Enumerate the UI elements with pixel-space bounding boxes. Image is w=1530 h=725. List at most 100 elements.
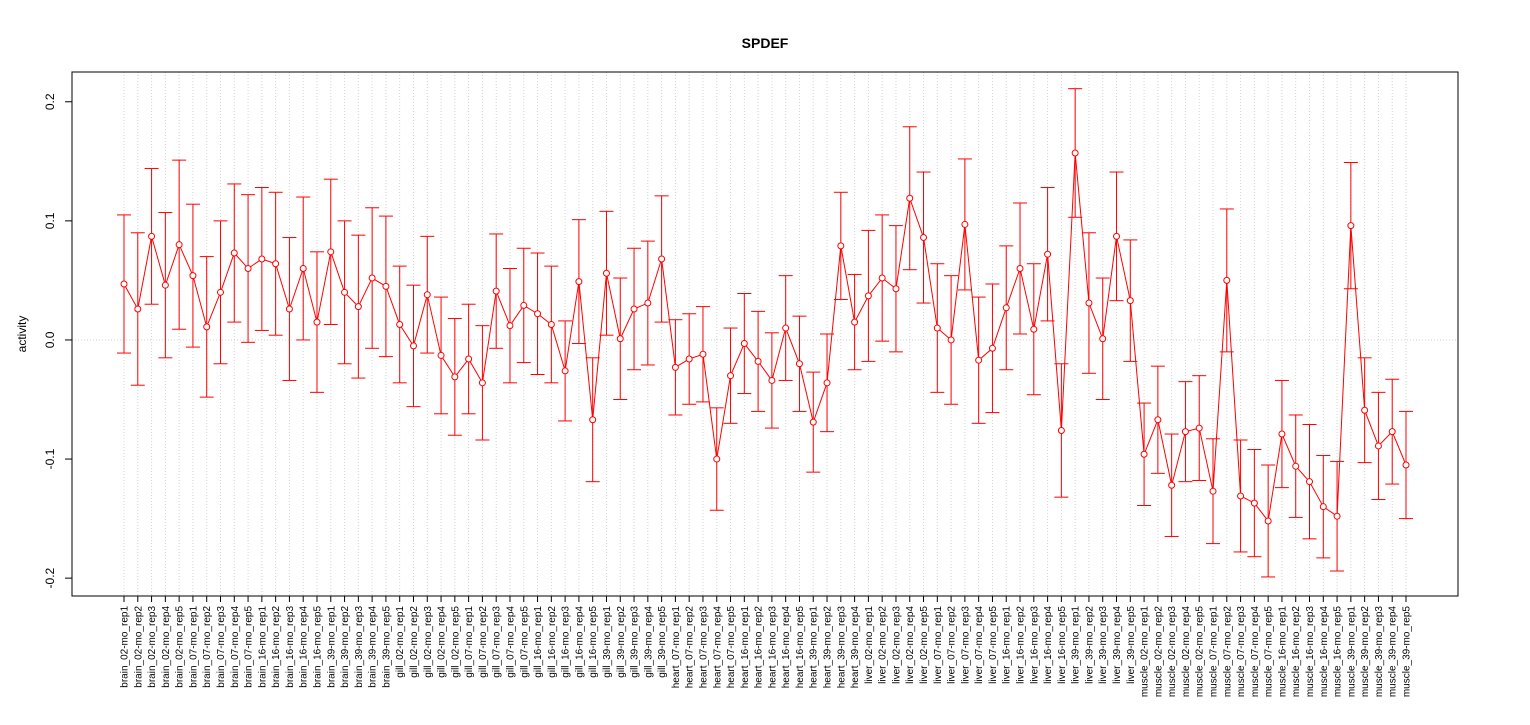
data-point — [1113, 232, 1121, 240]
data-point — [699, 350, 707, 358]
data-point — [534, 310, 542, 318]
data-point — [671, 363, 679, 371]
data-point — [644, 299, 652, 307]
data-point — [547, 320, 555, 328]
error-bars — [117, 88, 1413, 578]
data-point — [1181, 428, 1189, 436]
x-tick-label: heart_16-mo_rep5 — [795, 606, 806, 689]
data-point — [823, 379, 831, 387]
data-point — [1002, 304, 1010, 312]
x-tick-label: muscle_16-mo_rep1 — [1277, 606, 1288, 698]
x-tick-label: gill_39-mo_rep5 — [657, 606, 668, 678]
data-point — [1154, 416, 1162, 424]
x-tick-label: heart_39-mo_rep1 — [809, 606, 820, 689]
data-point — [602, 269, 610, 277]
x-tick-label: muscle_16-mo_rep2 — [1291, 606, 1302, 698]
data-point — [1016, 265, 1024, 272]
x-tick-label: gill_02-mo_rep5 — [450, 606, 461, 678]
data-point — [988, 344, 996, 352]
x-tick-label: liver_16-mo_rep5 — [1057, 606, 1068, 684]
series-polyline — [123, 152, 1407, 523]
data-point — [354, 303, 362, 311]
x-tick-label: gill_02-mo_rep4 — [437, 606, 448, 678]
plot-frame — [71, 71, 1459, 597]
x-tick-label: heart_07-mo_rep3 — [698, 606, 709, 689]
y-tick-label: 0.0 — [43, 331, 57, 348]
x-tick-label: brain_02-mo_rep3 — [147, 606, 158, 688]
x-tick-label: liver_39-mo_rep2 — [1084, 606, 1095, 684]
data-point — [616, 335, 624, 343]
data-point — [189, 272, 197, 280]
data-point — [754, 357, 762, 365]
x-tick-label: brain_39-mo_rep3 — [354, 606, 365, 688]
data-point — [1071, 149, 1079, 157]
x-tick-label: muscle_39-mo_rep4 — [1388, 606, 1399, 698]
x-tick-label: liver_07-mo_rep4 — [974, 606, 985, 684]
y-tick-label: 0.1 — [43, 212, 57, 229]
data-point — [465, 355, 473, 363]
x-tick-label: heart_07-mo_rep4 — [712, 606, 723, 689]
x-tick-label: muscle_16-mo_rep5 — [1333, 606, 1344, 698]
data-point — [520, 301, 528, 309]
data-point — [423, 291, 431, 299]
data-point — [961, 220, 969, 228]
data-point — [975, 356, 983, 364]
x-tick-label: muscle_07-mo_rep3 — [1236, 606, 1247, 698]
data-point — [630, 305, 638, 313]
data-point — [837, 242, 845, 250]
data-point — [685, 355, 693, 363]
data-point — [1085, 299, 1093, 307]
x-tick-label: liver_07-mo_rep2 — [947, 606, 958, 684]
x-tick-label: liver_02-mo_rep5 — [919, 606, 930, 684]
x-tick-label: brain_07-mo_rep2 — [202, 606, 213, 688]
x-tick-label: heart_16-mo_rep2 — [754, 606, 765, 689]
x-tick-label: muscle_02-mo_rep3 — [1167, 606, 1178, 698]
data-point — [947, 336, 955, 344]
data-point — [1319, 503, 1327, 511]
data-point — [161, 281, 169, 289]
data-point — [1057, 426, 1065, 434]
data-point — [1306, 478, 1314, 486]
x-tick-label: muscle_02-mo_rep4 — [1181, 606, 1192, 698]
x-tick-label: brain_07-mo_rep3 — [216, 606, 227, 688]
y-tick-label: -0.2 — [43, 567, 57, 588]
data-point — [1333, 512, 1341, 520]
data-point — [244, 265, 252, 272]
x-tick-label: gill_07-mo_rep5 — [519, 606, 530, 678]
x-tick-label: muscle_39-mo_rep3 — [1374, 606, 1385, 698]
data-point — [1250, 499, 1258, 507]
x-tick-label: liver_07-mo_rep1 — [933, 606, 944, 684]
x-tick-label: muscle_07-mo_rep5 — [1264, 606, 1275, 698]
data-point — [203, 323, 211, 331]
x-tick-label: gill_39-mo_rep1 — [602, 606, 613, 678]
data-point — [1030, 325, 1038, 333]
x-tick-label: brain_16-mo_rep2 — [271, 606, 282, 688]
data-point — [561, 367, 569, 375]
data-point — [575, 278, 583, 286]
data-point — [878, 274, 886, 282]
data-point — [1140, 450, 1148, 458]
data-point — [396, 320, 404, 328]
x-tick-label: heart_39-mo_rep2 — [823, 606, 834, 689]
x-tick-label: heart_16-mo_rep3 — [767, 606, 778, 689]
data-point — [148, 232, 156, 240]
data-point — [1099, 335, 1107, 343]
x-tick-label: brain_02-mo_rep5 — [175, 606, 186, 688]
data-point — [768, 376, 776, 384]
data-point — [368, 274, 376, 282]
x-tick-label: liver_02-mo_rep4 — [905, 606, 916, 684]
data-point — [713, 455, 721, 463]
data-point — [1237, 492, 1245, 500]
data-point — [313, 318, 321, 326]
x-tick-label: gill_16-mo_rep3 — [561, 606, 572, 678]
x-tick-label: gill_39-mo_rep2 — [616, 606, 627, 678]
x-tick-label: gill_16-mo_rep2 — [547, 606, 558, 678]
data-point — [795, 360, 803, 368]
x-tick-label: brain_39-mo_rep2 — [340, 606, 351, 688]
data-point — [341, 288, 349, 296]
data-point — [409, 342, 417, 350]
data-point — [782, 324, 790, 332]
data-point — [1126, 297, 1134, 305]
x-tick-label: brain_16-mo_rep1 — [257, 606, 268, 688]
